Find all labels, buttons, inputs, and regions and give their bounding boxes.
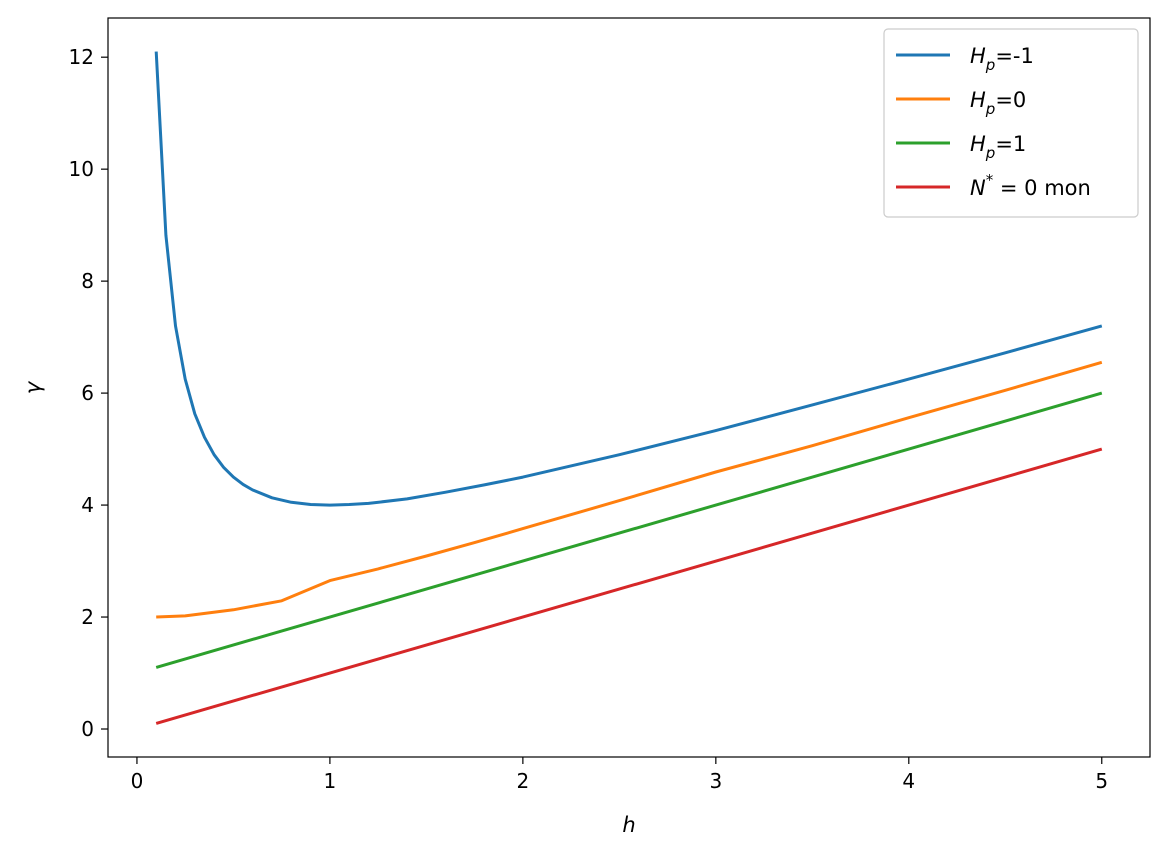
legend: Hp=-1 Hp=0 Hp=1 N* = 0 mon xyxy=(883,28,1139,218)
series-layer xyxy=(154,51,1103,725)
y-tick-label: 2 xyxy=(81,605,94,629)
x-tick-label: 2 xyxy=(517,769,530,793)
legend-label-4: N* = 0 mon xyxy=(970,171,1091,200)
x-tick-label: 0 xyxy=(131,769,144,793)
y-tick-label: 8 xyxy=(81,269,94,293)
x-axis-label: h xyxy=(622,813,635,837)
legend-label-2: Hp=0 xyxy=(970,88,1026,118)
series-line-2 xyxy=(156,360,1103,619)
x-tick-label: 5 xyxy=(1095,769,1108,793)
y-axis-label: γ xyxy=(21,380,45,394)
x-tick-label: 4 xyxy=(902,769,915,793)
y-axis: 0 2 4 6 8 10 12 xyxy=(69,45,108,741)
y-tick-label: 4 xyxy=(81,493,94,517)
legend-label-3: Hp=1 xyxy=(970,132,1026,162)
series-line-1 xyxy=(154,51,1103,507)
plot-frame xyxy=(107,17,1151,758)
x-tick-label: 3 xyxy=(709,769,722,793)
y-tick-label: 0 xyxy=(81,717,94,741)
y-tick-label: 10 xyxy=(69,157,94,181)
legend-box xyxy=(883,28,1139,218)
series-line-4 xyxy=(155,447,1103,725)
x-tick-label: 1 xyxy=(324,769,337,793)
x-axis: 0 1 2 3 4 5 xyxy=(131,757,1108,793)
y-tick-label: 12 xyxy=(69,45,94,69)
series-line-3 xyxy=(155,391,1103,669)
y-tick-label: 6 xyxy=(81,381,94,405)
legend-label-1: Hp=-1 xyxy=(970,44,1034,74)
